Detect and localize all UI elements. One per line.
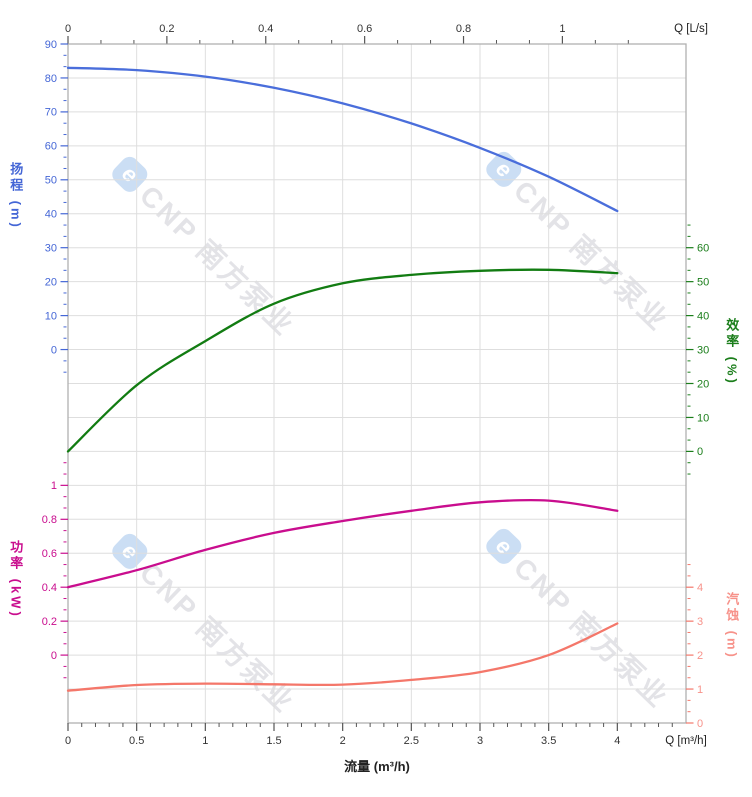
svg-text:0: 0 <box>697 718 703 730</box>
npsh-axis: 4 3 2 1 0 <box>686 564 703 730</box>
svg-text:50: 50 <box>45 175 57 187</box>
y-axis-title-npsh: 汽蚀 (m) <box>724 592 740 660</box>
curves <box>66 66 619 692</box>
bottom-axis: 0 0.5 1 1.5 2 2.5 3 3.5 4 Q [m³/h] <box>65 723 707 747</box>
svg-text:40: 40 <box>45 209 57 221</box>
x-axis-title: 流量 (m³/h) <box>344 759 410 774</box>
efficiency-axis: 60 50 40 30 20 10 0 <box>686 224 709 475</box>
svg-text:90: 90 <box>45 39 57 51</box>
svg-text:0: 0 <box>51 650 57 662</box>
power-axis: 1 0.8 0.6 0.4 0.2 0 <box>42 462 68 679</box>
svg-text:30: 30 <box>45 243 57 255</box>
svg-text:60: 60 <box>45 141 57 153</box>
svg-text:0: 0 <box>697 446 703 458</box>
svg-text:3: 3 <box>477 735 483 747</box>
svg-text:2: 2 <box>697 650 703 662</box>
curve-npsh <box>66 622 619 692</box>
svg-text:0.8: 0.8 <box>42 514 57 526</box>
svg-text:0: 0 <box>51 344 57 356</box>
svg-text:10: 10 <box>697 412 709 424</box>
svg-text:20: 20 <box>45 276 57 288</box>
svg-text:0.6: 0.6 <box>357 23 372 35</box>
svg-text:0: 0 <box>65 735 71 747</box>
svg-text:3.5: 3.5 <box>541 735 556 747</box>
svg-text:0.6: 0.6 <box>42 548 57 560</box>
curve-efficiency <box>66 268 619 453</box>
svg-text:0.5: 0.5 <box>129 735 144 747</box>
svg-text:0.8: 0.8 <box>456 23 471 35</box>
y-axis-title-efficiency: 效率 (%) <box>724 318 740 386</box>
svg-text:10: 10 <box>45 310 57 322</box>
head-axis: 90 80 70 60 50 40 30 20 10 0 <box>45 39 68 373</box>
svg-text:0.4: 0.4 <box>258 23 273 35</box>
svg-text:0: 0 <box>65 23 71 35</box>
y-axis-title-head: 扬程 (m) <box>8 162 24 230</box>
svg-text:0.4: 0.4 <box>42 582 57 594</box>
svg-text:0.2: 0.2 <box>159 23 174 35</box>
svg-text:Q [m³/h]: Q [m³/h] <box>665 735 707 747</box>
svg-text:60: 60 <box>697 243 709 255</box>
svg-text:1: 1 <box>559 23 565 35</box>
svg-text:70: 70 <box>45 107 57 119</box>
svg-text:1.5: 1.5 <box>266 735 281 747</box>
svg-text:40: 40 <box>697 310 709 322</box>
svg-text:2: 2 <box>340 735 346 747</box>
svg-text:1: 1 <box>202 735 208 747</box>
svg-text:2.5: 2.5 <box>404 735 419 747</box>
top-axis: 0 0.2 0.4 0.6 0.8 1 Q [L/s] <box>65 23 708 44</box>
grid <box>67 43 687 724</box>
svg-text:20: 20 <box>697 378 709 390</box>
svg-text:Q [L/s]: Q [L/s] <box>674 23 708 35</box>
svg-text:0.2: 0.2 <box>42 616 57 628</box>
svg-text:30: 30 <box>697 344 709 356</box>
svg-text:4: 4 <box>614 735 620 747</box>
y-axis-title-power: 功率 (kW) <box>8 540 24 619</box>
svg-text:80: 80 <box>45 73 57 85</box>
svg-text:1: 1 <box>51 480 57 492</box>
svg-text:1: 1 <box>697 684 703 696</box>
svg-text:4: 4 <box>697 582 703 594</box>
curve-power <box>66 498 619 589</box>
svg-text:50: 50 <box>697 276 709 288</box>
curve-head <box>66 66 619 213</box>
svg-text:3: 3 <box>697 616 703 628</box>
